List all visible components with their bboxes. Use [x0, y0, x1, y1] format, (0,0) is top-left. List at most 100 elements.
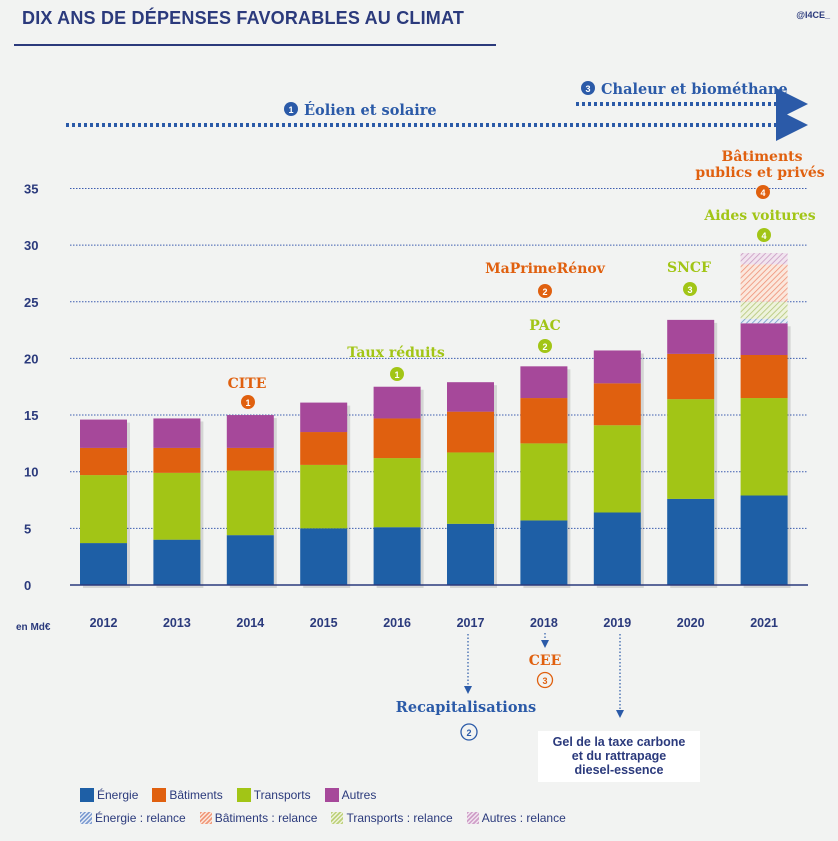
annotation-label-line1: Bâtiments: [722, 149, 803, 165]
bar-2020: [667, 319, 718, 588]
number-badge: [538, 339, 552, 353]
x-tick-label: 2019: [603, 616, 631, 630]
y-axis-unit-label: en Md€: [16, 622, 51, 633]
bar-segment-autres: [740, 323, 788, 356]
legend-swatch: [152, 788, 167, 802]
bar-segment-relance-batiments: [740, 264, 788, 302]
bar-segment-energie: [226, 535, 274, 585]
y-tick-label: 35: [24, 181, 38, 196]
y-tick-label: 5: [24, 521, 31, 536]
annotation-label-line2: publics et privés: [695, 165, 824, 181]
legend-item-transports: Transports: [236, 788, 311, 802]
legend-row-relance: Énergie : relance Bâtiments : relance Tran…: [80, 811, 580, 825]
legend-swatch: [466, 812, 479, 824]
title-underline: [14, 44, 496, 46]
bar-segment-batiments: [593, 383, 641, 426]
bar-segment-batiments: [80, 447, 127, 476]
timeline-label-eolien: Éolien et solaire: [304, 101, 437, 119]
annotation-label: MaPrimeRénov: [485, 261, 606, 277]
bar-segment-autres: [447, 382, 494, 412]
bar-2014: [226, 415, 277, 588]
timeline-arrow-chaleur: 3 Chaleur et biométhane: [576, 81, 808, 120]
bar-2017: [447, 382, 497, 588]
bar-2018: [520, 366, 571, 588]
legend-item-energie-relance: Énergie : relance: [80, 811, 186, 825]
annotation-maprimerenov: MaPrimeRénov 2: [485, 261, 606, 298]
legend-swatch: [199, 812, 212, 824]
bar-segment-energie: [520, 520, 568, 585]
bar-2016: [373, 386, 424, 588]
bar-segment-transports: [593, 425, 641, 513]
annotation-label: Recapitalisations: [396, 699, 536, 716]
bar-segment-batiments: [373, 418, 421, 459]
number-badge: [757, 228, 771, 242]
bar-segment-autres: [593, 350, 641, 384]
number-badge-text: 2: [542, 287, 547, 297]
bar-segment-batiments: [300, 432, 348, 465]
bar-segment-transports: [520, 443, 568, 521]
y-tick-label: 25: [24, 295, 38, 310]
number-badge: [581, 81, 595, 95]
legend-item-batiments-relance: Bâtiments : relance: [199, 811, 317, 825]
annotation-sncf: SNCF 3: [667, 260, 711, 296]
legend-item-autres: Autres: [324, 788, 377, 802]
number-badge-text: 2: [542, 342, 547, 352]
annotation-cite: CITE 1: [228, 376, 266, 409]
bar-2012: [80, 419, 130, 588]
number-badge-text: 1: [394, 370, 399, 380]
legend-swatch: [324, 788, 339, 802]
annotation-recapitalisations: Recapitalisations 2: [396, 634, 536, 741]
note-line: et du rattrapage: [571, 749, 667, 763]
y-tick-label: 15: [24, 408, 38, 423]
bar-segment-transports: [447, 452, 494, 524]
legend-swatch: [80, 788, 94, 802]
annotation-batiments-publics: Bâtiments publics et privés 4: [695, 149, 825, 199]
bar-segment-batiments: [153, 447, 201, 473]
x-tick-label: 2021: [750, 616, 778, 630]
number-badge-text: 3: [542, 676, 547, 686]
bar-segment-energie: [300, 528, 348, 585]
x-axis-ticks: 2012 2013 2014 2015 2016 2017 2018 2019 2020 2021: [90, 616, 778, 630]
x-tick-label: 2020: [677, 616, 705, 630]
y-tick-label: 30: [24, 238, 38, 253]
bar-segment-relance-autres: [740, 253, 788, 265]
bar-segment-autres: [520, 366, 568, 399]
bar-2013: [153, 418, 204, 588]
y-tick-label: 20: [24, 351, 38, 366]
number-badge-text: 3: [585, 84, 590, 94]
annotation-pac: PAC 2: [529, 318, 561, 353]
bar-segment-batiments: [447, 411, 494, 453]
arrow-head-icon: [616, 710, 624, 718]
note-line: diesel-essence: [574, 763, 664, 777]
annotation-label: PAC: [529, 318, 561, 334]
number-badge-text: 4: [761, 231, 766, 241]
bar-segment-batiments: [520, 398, 568, 444]
source-logo: @I4CE_: [796, 10, 830, 20]
number-badge-text: 2: [466, 728, 471, 738]
timeline-arrow-eolien: 1 Éolien et solaire: [66, 101, 808, 141]
bar-segment-transports: [300, 464, 348, 529]
y-tick-label: 10: [24, 465, 38, 480]
bar-segment-transports: [373, 458, 421, 528]
legend-label: Autres: [341, 788, 377, 802]
x-tick-label: 2012: [90, 616, 118, 630]
note-line: Gel de la taxe carbone: [552, 735, 686, 749]
legend-swatch: [236, 788, 251, 802]
legend-label: Énergie : relance: [95, 811, 186, 825]
bar-segment-energie: [593, 512, 641, 585]
bar-segment-energie: [740, 495, 788, 585]
bar-segment-batiments: [740, 355, 788, 399]
bar-2015: [300, 402, 351, 588]
annotation-aides-voitures: Aides voitures 4: [703, 208, 816, 242]
legend-swatch: [331, 812, 344, 824]
legend-swatch: [80, 812, 92, 824]
bar-segment-batiments: [667, 353, 715, 400]
bar-segment-energie: [667, 498, 715, 585]
bar-segment-transports: [226, 470, 274, 536]
bar-segment-relance-transports: [740, 301, 788, 319]
number-badge: [683, 282, 697, 296]
number-badge-text: 3: [687, 285, 692, 295]
bar-segment-autres: [300, 402, 348, 433]
bar-segment-autres: [667, 319, 715, 354]
number-badge: [284, 102, 298, 116]
